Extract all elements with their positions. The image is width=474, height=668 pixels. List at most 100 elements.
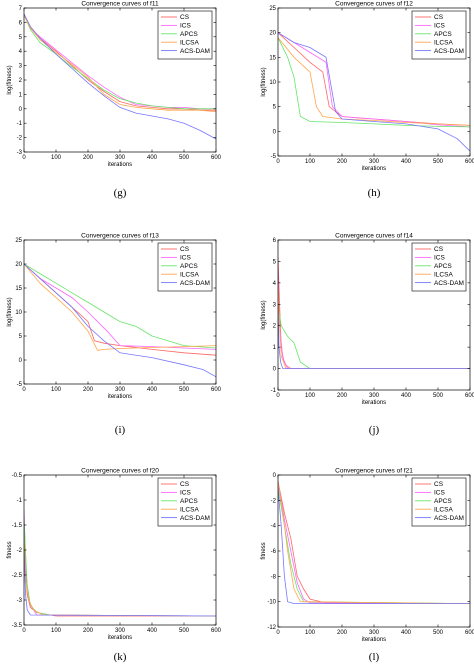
x-tick-label: 0 (22, 155, 26, 161)
legend-entry: APCS (180, 498, 198, 505)
series-line-acs-dam (24, 549, 216, 617)
x-tick-label: 100 (51, 155, 62, 161)
legend-entry: ICS (434, 255, 446, 262)
series-line-apcs (278, 304, 470, 370)
chart-title: Convergence curves of f20 (81, 468, 159, 475)
subfigure-caption: (k) (114, 651, 127, 663)
legend-entry: CS (434, 481, 444, 488)
x-tick-label: 500 (433, 393, 444, 399)
x-axis-label: iterations (108, 635, 132, 641)
series-line-acs-dam (24, 263, 216, 378)
y-tick-label: 4 (273, 281, 277, 287)
series-group (278, 257, 470, 370)
y-tick-label: 6 (19, 20, 23, 26)
y-tick-label: 7 (19, 6, 23, 12)
x-tick-label: 200 (337, 393, 348, 399)
legend-entry: ILCSA (180, 271, 199, 278)
x-tick-label: 200 (337, 630, 348, 636)
x-tick-label: 500 (179, 155, 190, 161)
x-tick-label: 100 (305, 630, 316, 636)
x-tick-label: 600 (211, 387, 222, 393)
x-tick-label: 300 (369, 393, 380, 399)
x-tick-label: 400 (401, 393, 412, 399)
x-tick-label: 100 (51, 387, 62, 393)
series-group (24, 13, 216, 140)
x-tick-label: 100 (51, 628, 62, 634)
x-tick-label: 0 (276, 393, 280, 399)
y-tick-label: 5 (19, 334, 23, 340)
y-tick-label: 15 (269, 55, 276, 61)
x-tick-label: 300 (369, 159, 380, 165)
series-group (278, 32, 470, 152)
x-tick-label: 400 (147, 155, 158, 161)
y-tick-label: -2.5 (12, 573, 23, 579)
legend-entry: ACS-DAM (180, 515, 210, 522)
series-line-ilcsa (278, 282, 470, 370)
x-tick-label: 200 (83, 387, 94, 393)
x-tick-label: 200 (337, 159, 348, 165)
series-line-ilcsa (24, 15, 216, 113)
x-axis-label: iterations (108, 394, 132, 400)
y-tick-label: 1 (273, 345, 277, 351)
series-line-ilcsa (278, 37, 470, 126)
y-tick-label: 15 (15, 286, 22, 292)
y-tick-label: 25 (269, 6, 276, 12)
legend-entry: CS (180, 481, 190, 488)
y-tick-label: -2 (17, 548, 23, 554)
y-tick-label: -2 (17, 136, 23, 142)
series-line-apcs (24, 519, 216, 617)
x-tick-label: 500 (433, 630, 444, 636)
series-line-apcs (24, 263, 216, 349)
panel-f13: 0 100 200 300 400 500 600-50510152025Convergen… (7, 233, 222, 437)
y-tick-label: -3.5 (12, 623, 23, 629)
legend-entry: ACS-DAM (180, 280, 210, 287)
legend-entry: ACS-DAM (434, 280, 464, 287)
x-axis-label: iterations (108, 162, 132, 168)
x-tick-label: 0 (276, 630, 280, 636)
x-tick-label: 500 (179, 628, 190, 634)
series-line-acs-dam (24, 13, 216, 140)
chart-title: Convergence curves of f14 (335, 233, 413, 240)
series-line-ics (278, 481, 470, 604)
legend-entry: ICS (180, 490, 192, 497)
x-tick-label: 600 (465, 630, 474, 636)
y-axis-label: log(fitness) (7, 297, 13, 326)
y-tick-label: -5 (17, 382, 23, 388)
legend-entry: ACS-DAM (434, 48, 464, 55)
legend-entry: ICS (180, 255, 192, 262)
x-tick-label: 300 (115, 155, 126, 161)
series-line-apcs (24, 15, 216, 110)
panel-f11: 0 100 200 300 400 500 600 -3 -2 -1 0 1 2 3 4 5 6 7 Converg… (7, 1, 222, 200)
panel-f14: 0 100 200 300 400 500 600-10123456Convergence … (261, 233, 474, 437)
y-tick-label: 0 (273, 473, 277, 479)
y-axis-label: log(fitness) (261, 67, 267, 96)
x-tick-label: 200 (83, 628, 94, 634)
subfigure-caption: (l) (369, 651, 380, 663)
panel-f21: 0 100 200 300 400 500 600 -12 -10 -8 -6 -4 -2 0 Conver… (261, 468, 474, 664)
series-group (278, 481, 470, 604)
series-group (24, 509, 216, 617)
x-tick-label: 0 (276, 159, 280, 165)
x-axis-label: iterations (362, 166, 386, 172)
x-tick-label: 100 (305, 159, 316, 165)
y-tick-label: 0 (273, 129, 277, 135)
series-line-acs-dam (278, 304, 470, 370)
legend-entry: ICS (434, 490, 446, 497)
y-tick-label: -6 (271, 549, 277, 555)
x-axis-label: iterations (362, 400, 386, 406)
legend-entry: ILCSA (434, 271, 453, 278)
x-tick-label: 400 (147, 628, 158, 634)
x-tick-label: 100 (305, 393, 316, 399)
subfigure-caption: (j) (369, 424, 380, 436)
y-tick-label: 0 (19, 107, 23, 113)
y-tick-label: -0.5 (12, 473, 23, 479)
y-tick-label: 1 (19, 92, 23, 98)
chart-title: Convergence curves of f13 (81, 233, 159, 240)
y-tick-label: 5 (273, 105, 277, 111)
